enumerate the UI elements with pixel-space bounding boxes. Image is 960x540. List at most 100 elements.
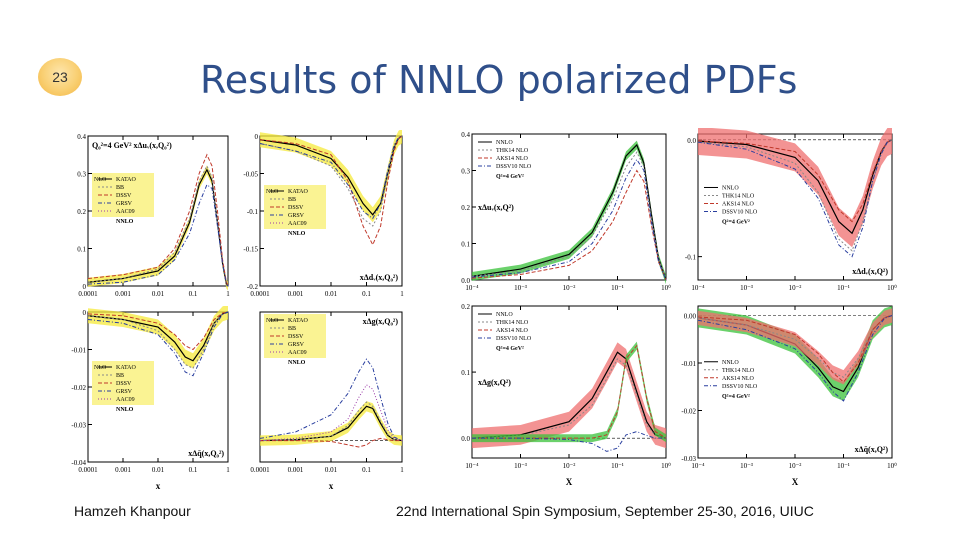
legend-label: DSSV10 NLO [722,384,758,390]
chart-left-qbar: -0.04 -0.03 -0.02 -0.01 0 0.0001 0.001 0.01 0.1 1… [71,304,230,491]
y-tick-label: 0.1 [77,246,86,254]
annotation: Q₀²=4 GeV² xΔuᵥ(x,Q₀²) [92,141,172,150]
series-line-aac09 [87,183,229,287]
panel-right-g: 0.0 0.1 0.2 10⁻⁴ 10⁻³ 10⁻² 10⁻¹ 10⁰ xΔg(x,Q²) NNL… [446,300,672,488]
series-line-nnlo [697,139,893,235]
error-band-thk14-nlo [698,308,892,385]
legend: NNLO THK14 NLO AKS14 NLO DSSV10 NLO Q²=4 GeV… [478,140,532,180]
legend: NLO KATAO BB DSSV GRSV AAC09 NNLO [92,173,154,225]
y-tick-label: -0.1 [685,254,697,262]
x-tick-label: 10⁻³ [740,284,753,292]
y-tick-label: -0.01 [71,347,86,355]
legend-label: KATAO [288,189,309,195]
series-line-aks14-nlo [697,315,893,383]
series-line-aks14-nlo [471,169,667,281]
x-tick-label: 1 [400,290,404,298]
legend-label: KATAO [288,318,309,324]
legend-label: AAC09 [116,209,135,215]
legend-title: NLO [94,177,107,183]
x-tick-label: 10⁰ [661,284,671,292]
y-tick-label: 0.1 [461,369,470,377]
y-tick-label: 0.0 [461,435,470,443]
legend-label: AKS14 NLO [722,201,755,207]
y-tick-label: 0.3 [77,171,86,179]
chart-left-dv: -0.2 -0.15 -0.1 -0.05 0 0.0001 0.001 0.01 0.1 1xΔ… [243,128,404,298]
legend-label: NNLO [496,312,513,318]
legend-label: AAC09 [288,350,307,356]
y-tick-label: -0.2 [247,283,259,291]
legend-extra: NNLO [116,219,134,225]
x-tick-label: 0.001 [115,290,131,298]
series-line-aks14-nlo [697,139,893,223]
y-tick-label: -0.15 [243,246,258,254]
legend-label: GRSV [116,389,133,395]
legend-label: DSSV10 NLO [496,164,532,170]
x-tick-label: 10⁻⁴ [465,284,479,292]
x-tick-label: 0.0001 [78,290,98,298]
legend-label: GRSV [116,201,133,207]
panel-right-dv: -0.1 0.0 10⁻⁴ 10⁻³ 10⁻² 10⁻¹ 10⁰ xΔdᵥ(x,Q²) NNLO… [672,125,898,300]
series-line-dssv10-nlo [697,139,893,258]
error-band-nnlo [472,140,666,285]
x-tick-label: 10⁻¹ [837,462,850,470]
annotation: xΔdᵥ(x,Q₀²) [360,273,399,282]
y-tick-label: 0.0 [461,277,470,285]
y-tick-label: -0.04 [71,459,86,467]
x-axis-label: X [792,477,799,487]
legend-label: THK14 NLO [722,193,755,199]
series-line-nnlo [87,168,229,287]
legend: NLO KATAO BB DSSV GRSV AAC09 NNLO [264,185,326,237]
series-line-aac09 [259,358,403,442]
legend-title: NLO [266,189,279,195]
series-line-nnlo [259,405,403,442]
legend-extra: NNLO [288,360,306,366]
legend-label: KATAO [116,365,137,371]
legend: NNLO THK14 NLO AKS14 NLO DSSV10 NLO Q²=4 GeV… [704,360,758,400]
legend-label: DSSV [288,334,304,340]
annotation: xΔg(x,Q²) [478,378,511,387]
x-axis-label: X [566,477,573,487]
legend-label: BB [288,326,296,332]
legend-label: NNLO [722,185,739,191]
y-tick-label: 0 [83,283,87,291]
panel-right-uv: 0.0 0.1 0.2 0.3 0.4 10⁻⁴ 10⁻³ 10⁻² 10⁻¹ 10⁰ xΔuᵥ(x… [446,128,672,300]
legend-label: GRSV [288,342,305,348]
legend-label: AKS14 NLO [496,328,529,334]
x-tick-label: 10⁻² [563,462,576,470]
legend-label: BB [116,373,124,379]
x-tick-label: 10⁻¹ [611,284,624,292]
x-tick-label: 0.01 [325,466,338,474]
x-tick-label: 1 [226,466,230,474]
y-tick-label: 0.3 [461,168,470,176]
series-line-dssv10-nlo [471,158,667,281]
series-line-katao [259,401,403,442]
x-tick-label: 0.0001 [250,290,270,298]
error-band-nnlo [88,165,228,291]
series-line-nnlo [259,135,403,216]
legend-label: DSSV [288,205,304,211]
x-tick-label: 0.1 [362,466,371,474]
y-tick-label: -0.05 [243,171,258,179]
legend-label: THK14 NLO [496,148,529,154]
chart-right-dv: -0.1 0.0 10⁻⁴ 10⁻³ 10⁻² 10⁻¹ 10⁰ xΔdᵥ(x,Q²) NNLO… [685,125,897,292]
series-line-nnlo [471,351,667,439]
legend-label: DSSV10 NLO [722,209,758,215]
series-line-thk14-nlo [697,139,893,252]
legend-label: THK14 NLO [496,320,529,326]
x-tick-label: 10⁻³ [514,284,527,292]
x-tick-label: 0.001 [115,466,131,474]
legend-extra: NNLO [288,231,306,237]
chart-right-g: 0.0 0.1 0.2 10⁻⁴ 10⁻³ 10⁻² 10⁻¹ 10⁰ xΔg(x,Q²) NNL… [461,303,671,487]
legend-label: DSSV [116,381,132,387]
legend-title: NLO [266,318,279,324]
panel-left-g: 0.0001 0.001 0.01 0.1 1 xΔg(x,Q₀²) NLO KATAO BB D… [234,306,408,492]
x-tick-label: 10⁻² [789,462,802,470]
y-tick-label: -0.02 [71,384,86,392]
legend-extra: Q²=4 GeV² [722,394,750,400]
chart-left-uv: 0 0.1 0.2 0.3 0.4 0.0001 0.001 0.01 0.1 1 Q₀²=4 Ge… [77,133,230,298]
x-tick-label: 0.01 [152,466,165,474]
legend-title: NLO [94,365,107,371]
series-line-aks14-nlo [472,344,667,439]
series-line-thk14-nlo [471,358,667,439]
